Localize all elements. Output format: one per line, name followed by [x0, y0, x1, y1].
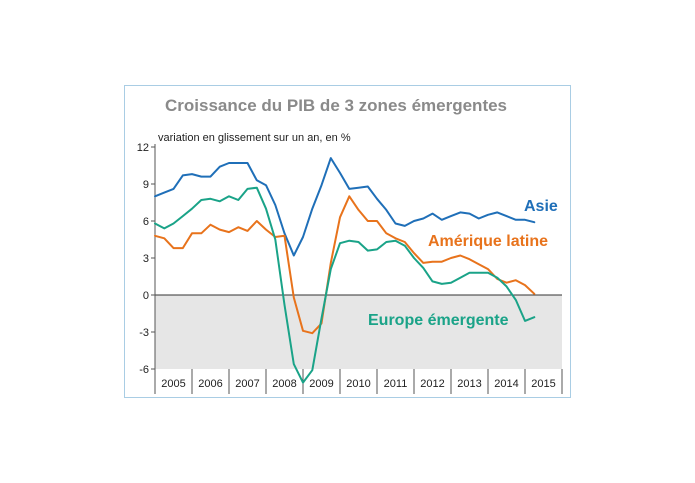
series-label-3: Europe émergente — [368, 312, 509, 329]
x-tick-label: 2006 — [198, 378, 222, 390]
x-tick-label: 2009 — [309, 378, 333, 390]
x-tick-label: 2008 — [272, 378, 296, 390]
y-tick-label: 9 — [143, 179, 149, 191]
series-line-1 — [154, 157, 536, 257]
x-tick-label: 2012 — [420, 378, 444, 390]
y-tick-label: 12 — [137, 142, 149, 154]
x-tick-label: 2015 — [531, 378, 555, 390]
y-tick-label: -6 — [139, 364, 149, 376]
x-tick-label: 2014 — [494, 378, 518, 390]
x-tick-label: 2011 — [384, 378, 408, 390]
x-tick-label: 2005 — [161, 378, 185, 390]
y-tick-label: 0 — [143, 290, 149, 302]
series-line-2 — [154, 195, 536, 335]
y-tick-label: 3 — [143, 253, 149, 265]
y-tick-label: 6 — [143, 216, 149, 228]
x-tick-label: 2013 — [457, 378, 481, 390]
series-label-2: Amérique latine — [428, 233, 548, 250]
series-label-1: Asie — [524, 198, 558, 215]
negative-region — [155, 295, 562, 369]
chart-subtitle: variation en glissement sur un an, en % — [158, 132, 351, 144]
chart-title: Croissance du PIB de 3 zones émergentes — [165, 96, 508, 115]
y-tick-label: -3 — [139, 327, 149, 339]
x-tick-label: 2007 — [235, 378, 259, 390]
x-tick-label: 2010 — [346, 378, 370, 390]
series-line-3 — [154, 186, 536, 384]
